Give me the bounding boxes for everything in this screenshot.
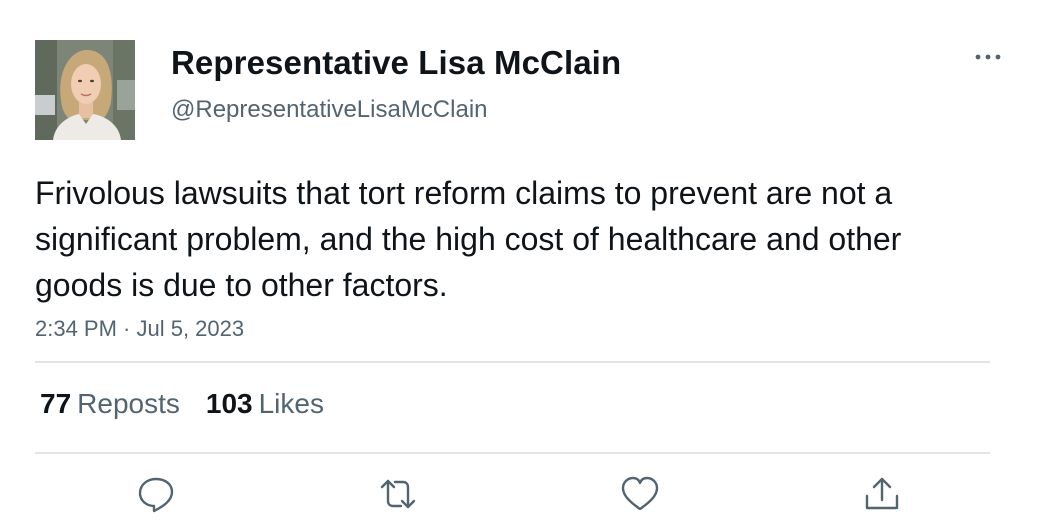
repost-button[interactable] <box>377 474 419 514</box>
divider <box>35 361 990 363</box>
repost-icon <box>380 479 416 509</box>
more-options-button[interactable] <box>970 42 1006 72</box>
reposts-label: Reposts <box>77 388 180 419</box>
reposts-stat[interactable]: 77 Reposts <box>40 386 180 422</box>
likes-label: Likes <box>258 388 324 419</box>
share-button[interactable] <box>861 474 903 514</box>
more-horizontal-icon <box>975 54 1001 60</box>
engagement-stats: 77 Reposts 103 Likes <box>40 386 350 422</box>
share-icon <box>865 477 899 510</box>
likes-count: 103 <box>205 388 253 419</box>
reply-button[interactable] <box>135 474 177 514</box>
author-handle[interactable]: @RepresentativeLisaMcClain <box>171 96 488 123</box>
like-button[interactable] <box>619 474 661 514</box>
tweet-text: Frivolous lawsuits that tort reform clai… <box>35 175 902 303</box>
heart-icon <box>621 476 659 511</box>
avatar[interactable] <box>35 40 135 140</box>
tweet-timestamp[interactable]: 2:34 PM · Jul 5, 2023 <box>35 316 245 341</box>
likes-stat[interactable]: 103 Likes <box>206 386 324 422</box>
divider <box>35 452 990 454</box>
author-display-name[interactable]: Representative Lisa McClain <box>171 44 622 81</box>
reposts-count: 77 <box>40 388 72 419</box>
reply-icon <box>138 477 174 513</box>
profile-photo <box>35 40 135 140</box>
